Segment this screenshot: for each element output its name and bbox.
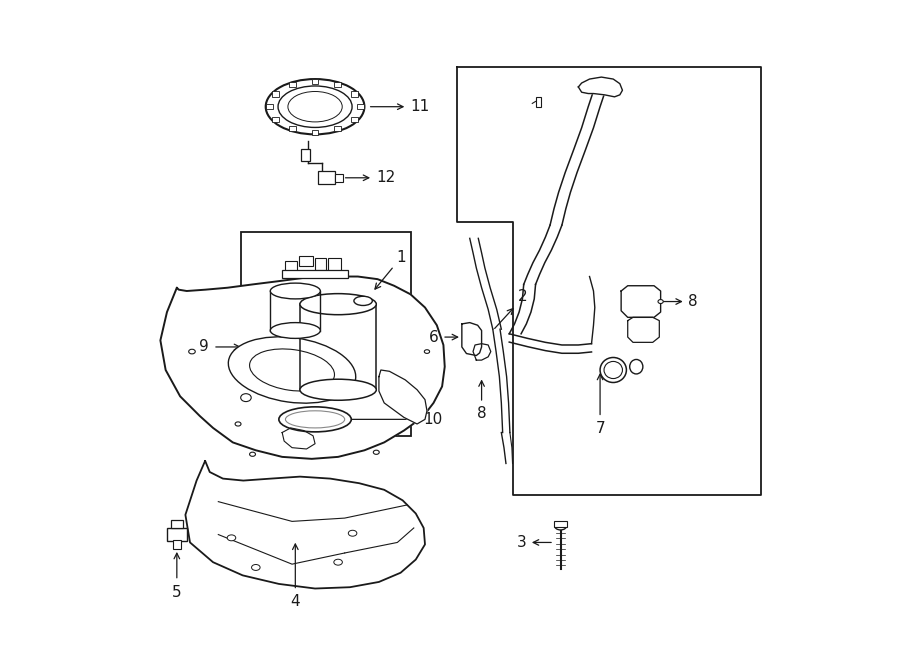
Polygon shape [627,317,660,342]
Bar [335,126,341,132]
Text: 10: 10 [424,412,443,427]
Ellipse shape [266,79,365,134]
Polygon shape [579,77,623,97]
Bar [289,126,295,132]
Ellipse shape [285,410,345,428]
Text: 1: 1 [396,250,406,264]
Bar [536,97,541,106]
Text: 5: 5 [172,584,182,600]
Text: 6: 6 [429,330,439,344]
Bar [171,520,183,528]
Ellipse shape [227,535,236,541]
Bar [319,171,335,184]
Ellipse shape [554,522,566,530]
Bar [328,258,341,272]
Bar [554,521,567,527]
Polygon shape [473,344,491,360]
Ellipse shape [229,337,356,403]
Ellipse shape [300,379,376,401]
Bar [335,82,341,87]
Ellipse shape [251,564,260,570]
Polygon shape [462,323,482,356]
Bar [283,270,348,278]
Text: 11: 11 [410,99,430,114]
Bar [311,79,319,84]
Polygon shape [379,370,427,424]
Bar [315,258,326,270]
Text: 9: 9 [199,340,209,354]
Text: 3: 3 [517,535,526,550]
Ellipse shape [658,299,663,303]
Text: 8: 8 [688,294,698,309]
Ellipse shape [300,293,376,315]
Ellipse shape [235,422,241,426]
Bar [301,149,310,161]
Text: 4: 4 [291,594,300,609]
Bar [173,540,181,549]
Ellipse shape [249,349,335,391]
Bar [240,232,410,436]
Ellipse shape [354,296,373,305]
Polygon shape [185,461,425,588]
Ellipse shape [600,358,626,383]
Ellipse shape [374,450,379,454]
Polygon shape [621,286,661,317]
Bar [335,174,343,182]
Bar [266,104,273,109]
Ellipse shape [270,283,320,299]
Ellipse shape [604,362,623,379]
Bar [351,117,357,122]
Bar [273,117,279,122]
Ellipse shape [424,350,429,354]
Text: 8: 8 [477,407,486,421]
Bar [311,130,319,135]
Ellipse shape [189,349,195,354]
Text: 7: 7 [595,420,605,436]
Bar [167,528,186,541]
Polygon shape [160,276,445,459]
Text: 12: 12 [376,171,395,185]
Bar [357,104,364,109]
Ellipse shape [348,530,357,536]
Bar [285,261,297,274]
Bar [273,91,279,97]
Ellipse shape [249,452,256,456]
Bar [289,82,295,87]
Bar [299,256,313,266]
Ellipse shape [278,86,352,128]
Ellipse shape [279,407,351,432]
Ellipse shape [270,323,320,338]
Text: 2: 2 [518,289,527,304]
Ellipse shape [630,360,643,374]
Bar [351,91,357,97]
Polygon shape [283,428,315,449]
Ellipse shape [288,91,342,122]
Ellipse shape [334,559,342,565]
Ellipse shape [240,394,251,402]
